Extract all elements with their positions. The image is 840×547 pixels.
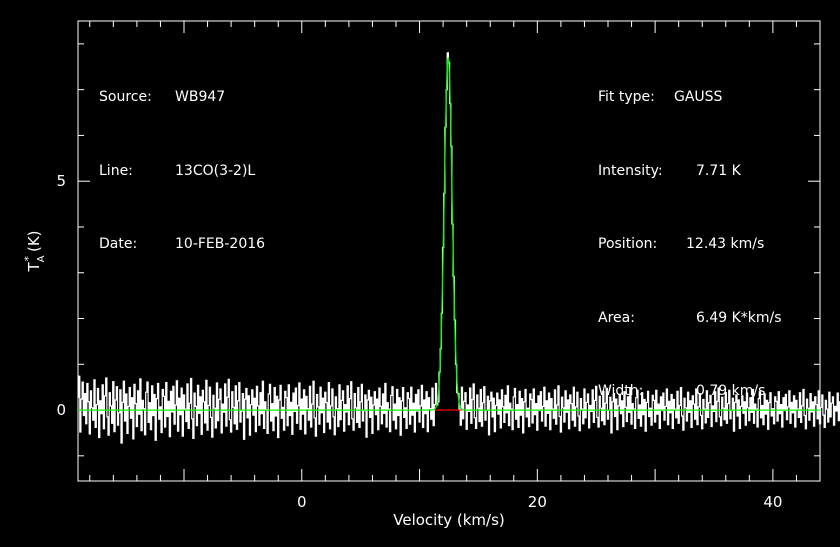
y-axis-label-text: TA*(K) [22, 230, 47, 272]
info-date: Date: 10-FEB-2016 [99, 232, 265, 257]
info-line-key: Line: [99, 162, 133, 179]
info-date-value: 10-FEB-2016 [175, 236, 266, 252]
y-axis-label: TA*(K) [22, 230, 47, 272]
fit-intensity-value: 7.71 K [696, 162, 741, 179]
info-source-value: WB947 [175, 89, 226, 105]
x-axis-ticks: 0 20 40 [89, 21, 821, 511]
fit-width: Width: 0.79 km/s [598, 379, 765, 404]
fit-intensity: Intensity: 7.71 K [598, 159, 741, 184]
info-left: Source: WB947 Line: 13CO(3-2)L Date: 10-FEB… [99, 36, 265, 281]
x-tick-label: 20 [528, 493, 547, 511]
plot-frame [77, 20, 821, 482]
info-date-key: Date: [99, 236, 138, 252]
y-tick-label: 0 [56, 401, 66, 419]
info-source: Source: WB947 [99, 85, 225, 110]
fit-area-key: Area: [598, 309, 635, 326]
info-line: Line: 13CO(3-2)L [99, 159, 255, 184]
fit-intensity-key: Intensity: [598, 162, 663, 179]
data-series [77, 52, 840, 444]
x-tick-label: 0 [297, 493, 307, 511]
fit-type-key: Fit type: [598, 89, 655, 105]
info-line-value: 13CO(3-2)L [175, 162, 256, 179]
x-axis-label: Velocity (km/s) [393, 511, 504, 529]
x-tick-label: 40 [763, 493, 782, 511]
y-tick-label: 5 [56, 172, 66, 190]
info-source-key: Source: [99, 89, 152, 105]
fit-area: Area: 6.49 K*km/s [598, 306, 782, 331]
fit-type-value: GAUSS [674, 89, 723, 105]
fit-width-key: Width: [598, 383, 644, 399]
gaussian-fit-line [78, 57, 820, 411]
fit-width-value: 0.79 km/s [696, 383, 766, 399]
fit-position: Position: 12.43 km/s [598, 232, 764, 257]
fit-area-value: 6.49 K*km/s [696, 309, 782, 326]
fit-type: Fit type: GAUSS [598, 85, 722, 110]
fit-position-key: Position: [598, 236, 658, 252]
fit-position-value: 12.43 km/s [686, 236, 765, 252]
info-right: Fit type: GAUSS Intensity: 7.71 K Position… [598, 36, 782, 428]
